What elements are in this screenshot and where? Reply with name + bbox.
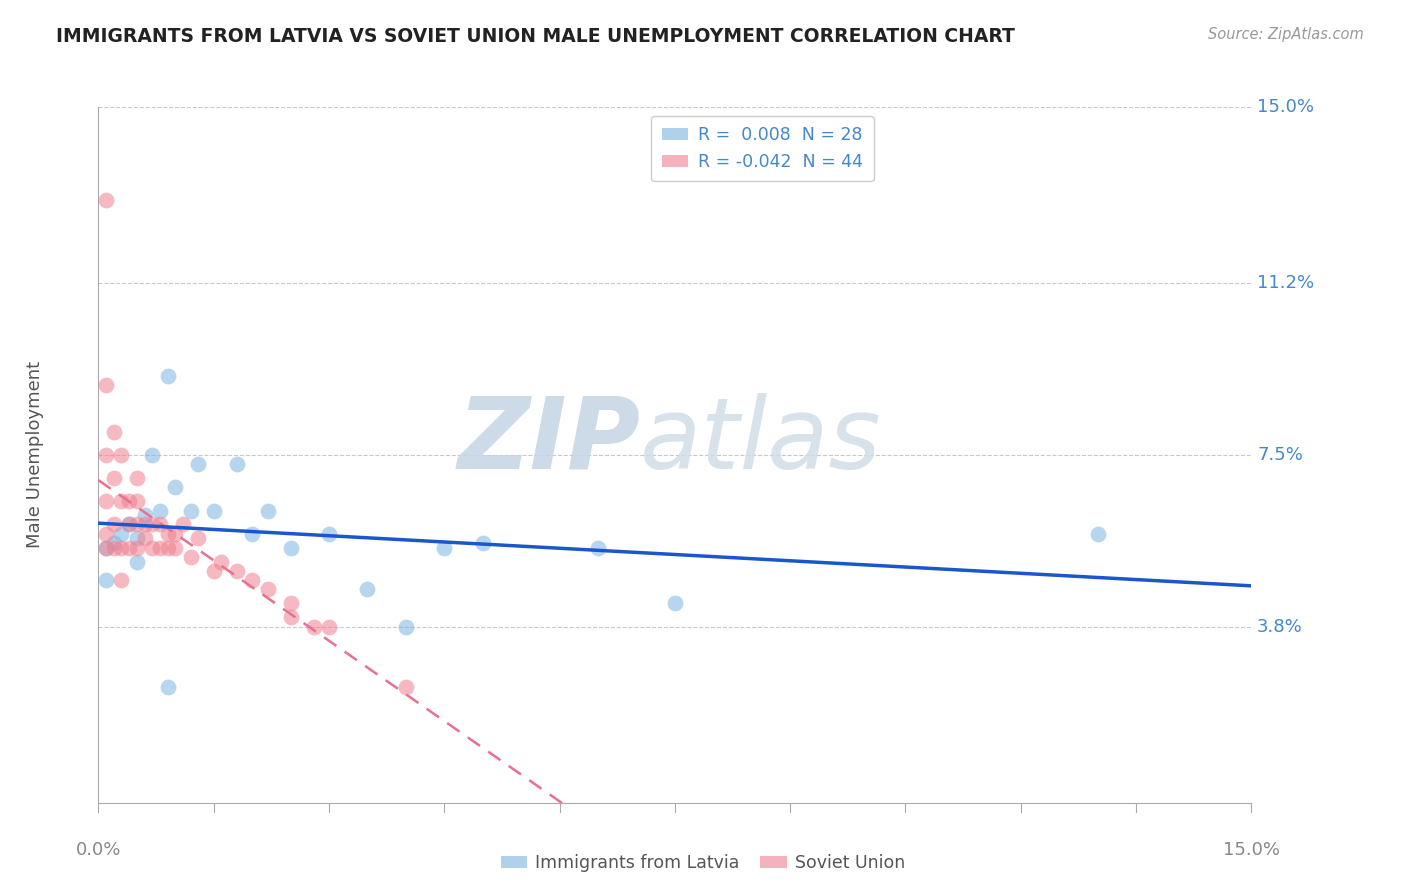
- Point: [433, 541, 456, 555]
- Point: [125, 517, 148, 532]
- Point: [110, 541, 132, 555]
- Point: [664, 596, 686, 610]
- Point: [125, 532, 148, 546]
- Point: [94, 378, 117, 392]
- Point: [172, 517, 194, 532]
- Point: [302, 619, 325, 633]
- Point: [180, 549, 202, 564]
- Point: [471, 536, 494, 550]
- Point: [225, 564, 247, 578]
- Point: [280, 610, 302, 624]
- Point: [103, 536, 125, 550]
- Point: [141, 541, 163, 555]
- Point: [156, 369, 179, 384]
- Point: [165, 526, 187, 541]
- Point: [118, 541, 141, 555]
- Point: [94, 573, 117, 587]
- Point: [134, 517, 156, 532]
- Text: 11.2%: 11.2%: [1257, 275, 1315, 293]
- Point: [125, 471, 148, 485]
- Point: [94, 448, 117, 462]
- Point: [125, 494, 148, 508]
- Point: [256, 582, 278, 597]
- Text: 15.0%: 15.0%: [1223, 841, 1279, 859]
- Point: [240, 526, 263, 541]
- Point: [202, 503, 225, 517]
- Point: [103, 471, 125, 485]
- Point: [187, 457, 209, 471]
- Point: [94, 541, 117, 555]
- Point: [356, 582, 378, 597]
- Point: [110, 494, 132, 508]
- Point: [94, 541, 117, 555]
- Point: [156, 526, 179, 541]
- Point: [156, 541, 179, 555]
- Point: [280, 596, 302, 610]
- Point: [149, 503, 172, 517]
- Point: [318, 526, 340, 541]
- Point: [125, 541, 148, 555]
- Text: Male Unemployment: Male Unemployment: [25, 361, 44, 549]
- Point: [1087, 526, 1109, 541]
- Point: [94, 193, 117, 207]
- Point: [165, 480, 187, 494]
- Point: [165, 541, 187, 555]
- Point: [280, 541, 302, 555]
- Legend: R =  0.008  N = 28, R = -0.042  N = 44: R = 0.008 N = 28, R = -0.042 N = 44: [651, 116, 873, 181]
- Point: [156, 680, 179, 694]
- Point: [134, 532, 156, 546]
- Point: [141, 448, 163, 462]
- Point: [318, 619, 340, 633]
- Point: [110, 448, 132, 462]
- Point: [103, 425, 125, 439]
- Text: 0.0%: 0.0%: [76, 841, 121, 859]
- Point: [395, 680, 418, 694]
- Point: [141, 517, 163, 532]
- Point: [103, 541, 125, 555]
- Point: [110, 526, 132, 541]
- Point: [180, 503, 202, 517]
- Text: 3.8%: 3.8%: [1257, 617, 1303, 635]
- Point: [125, 555, 148, 569]
- Point: [187, 532, 209, 546]
- Point: [586, 541, 609, 555]
- Text: 15.0%: 15.0%: [1257, 98, 1315, 116]
- Point: [103, 517, 125, 532]
- Point: [118, 517, 141, 532]
- Point: [149, 541, 172, 555]
- Point: [118, 517, 141, 532]
- Point: [240, 573, 263, 587]
- Text: 7.5%: 7.5%: [1257, 446, 1303, 464]
- Point: [395, 619, 418, 633]
- Point: [110, 573, 132, 587]
- Point: [118, 494, 141, 508]
- Text: Source: ZipAtlas.com: Source: ZipAtlas.com: [1208, 27, 1364, 42]
- Point: [202, 564, 225, 578]
- Point: [134, 508, 156, 523]
- Point: [94, 526, 117, 541]
- Point: [149, 517, 172, 532]
- Text: atlas: atlas: [640, 392, 882, 490]
- Point: [256, 503, 278, 517]
- Point: [225, 457, 247, 471]
- Text: IMMIGRANTS FROM LATVIA VS SOVIET UNION MALE UNEMPLOYMENT CORRELATION CHART: IMMIGRANTS FROM LATVIA VS SOVIET UNION M…: [56, 27, 1015, 45]
- Point: [209, 555, 232, 569]
- Point: [94, 494, 117, 508]
- Text: ZIP: ZIP: [457, 392, 640, 490]
- Legend: Immigrants from Latvia, Soviet Union: Immigrants from Latvia, Soviet Union: [494, 847, 912, 879]
